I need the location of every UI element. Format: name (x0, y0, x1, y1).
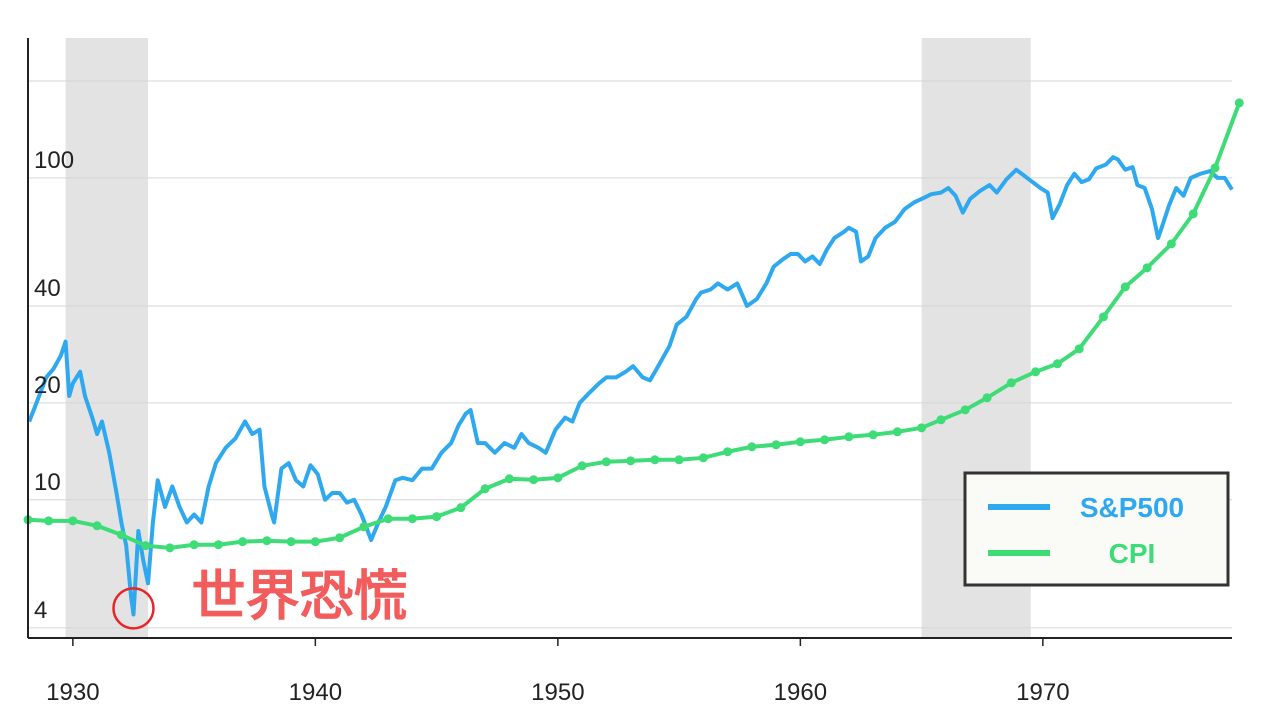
series-marker (1210, 163, 1220, 173)
series-marker (650, 455, 660, 465)
series-marker (960, 405, 970, 415)
series-marker (335, 533, 345, 543)
legend-label: CPI (1109, 538, 1156, 569)
series-marker (917, 423, 927, 433)
series-marker (844, 432, 854, 442)
x-tick-label: 1930 (46, 679, 99, 706)
series-marker (116, 530, 126, 540)
series-marker (286, 537, 296, 547)
series-marker (141, 541, 151, 551)
series-line (27, 155, 1234, 617)
series-marker (1098, 312, 1108, 322)
y-tick-label: 40 (34, 275, 61, 302)
annotation: 世界恐慌 (112, 566, 407, 630)
series-marker (383, 514, 393, 524)
series-marker (723, 447, 733, 457)
series-marker (165, 543, 175, 553)
series-marker (310, 537, 320, 547)
series-marker (1188, 209, 1198, 219)
y-tick-label: 10 (34, 469, 61, 496)
grid (28, 80, 1232, 629)
series-line (27, 102, 1242, 550)
series-marker (698, 453, 708, 463)
series-marker (456, 503, 466, 513)
series-marker (747, 442, 757, 452)
series-marker (68, 516, 78, 526)
lines (23, 98, 1244, 617)
series-marker (432, 512, 442, 522)
series-marker (189, 540, 199, 550)
series-marker (553, 473, 563, 483)
series-marker (1006, 378, 1016, 388)
legend-label: S&P500 (1080, 492, 1184, 523)
shaded-region (65, 38, 149, 638)
shades (65, 38, 1031, 638)
series-marker (1120, 282, 1130, 292)
x-tick-label: 1970 (1016, 679, 1069, 706)
series-marker (820, 435, 830, 445)
series-marker (407, 514, 417, 524)
series-marker (795, 437, 805, 447)
axes: 4 10 20 40 100 1930 1940 1950 1960 1970 (27, 38, 1232, 706)
y-tick-label: 100 (34, 147, 74, 174)
series-marker (1031, 367, 1041, 377)
series-marker (577, 461, 587, 471)
series-marker (262, 536, 272, 546)
series-marker (480, 484, 490, 494)
series-marker (238, 537, 248, 547)
series-marker (504, 474, 514, 484)
series-marker (674, 455, 684, 465)
series-marker (626, 456, 636, 466)
annotation-circle (112, 587, 155, 630)
series-marker (982, 393, 992, 403)
y-tick-label: 4 (34, 597, 47, 624)
series-marker (359, 522, 369, 532)
series-marker (601, 457, 611, 467)
series-marker (1074, 344, 1084, 354)
series-marker (1052, 359, 1062, 369)
series-marker (1166, 239, 1176, 249)
legend-box (963, 471, 1230, 587)
y-tick-label: 20 (34, 372, 61, 399)
series-marker (936, 415, 946, 425)
series-marker (1142, 263, 1152, 273)
series-marker (529, 475, 539, 485)
series-marker (92, 521, 102, 531)
series-marker (44, 516, 54, 526)
x-tick-label: 1950 (531, 679, 584, 706)
x-tick-label: 1960 (774, 679, 827, 706)
x-tick-label: 1940 (289, 679, 342, 706)
annotation-text: 世界恐慌 (191, 566, 407, 626)
legend: S&P500 CPI (963, 471, 1230, 587)
series-marker (771, 440, 781, 450)
series-marker (213, 540, 223, 550)
series-marker (892, 427, 902, 437)
series-marker (1234, 98, 1244, 108)
series-marker (868, 430, 878, 440)
